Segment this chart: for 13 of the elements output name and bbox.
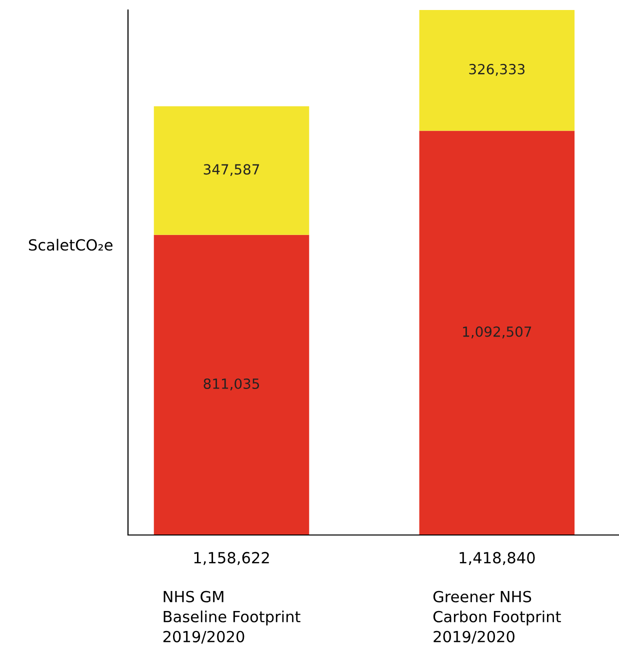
bar	[154, 106, 310, 235]
total-label: 1,418,840	[460, 552, 535, 566]
data-label: 326,333	[469, 64, 525, 76]
data-label: 1,092,507	[463, 326, 532, 338]
data-label: 347,587	[204, 164, 260, 176]
bar	[419, 10, 575, 131]
data-label: 811,035	[204, 378, 260, 390]
bar	[419, 130, 575, 535]
bar	[154, 234, 310, 535]
y-axis-title: ScaletCO₂e	[28, 238, 112, 251]
x-tick-label: Greener NHS Carbon Footprint 2019/2020	[433, 590, 561, 644]
x-tick-label: NHS GM Baseline Footprint 2019/2020	[163, 590, 300, 644]
total-label: 1,158,622	[194, 552, 269, 566]
